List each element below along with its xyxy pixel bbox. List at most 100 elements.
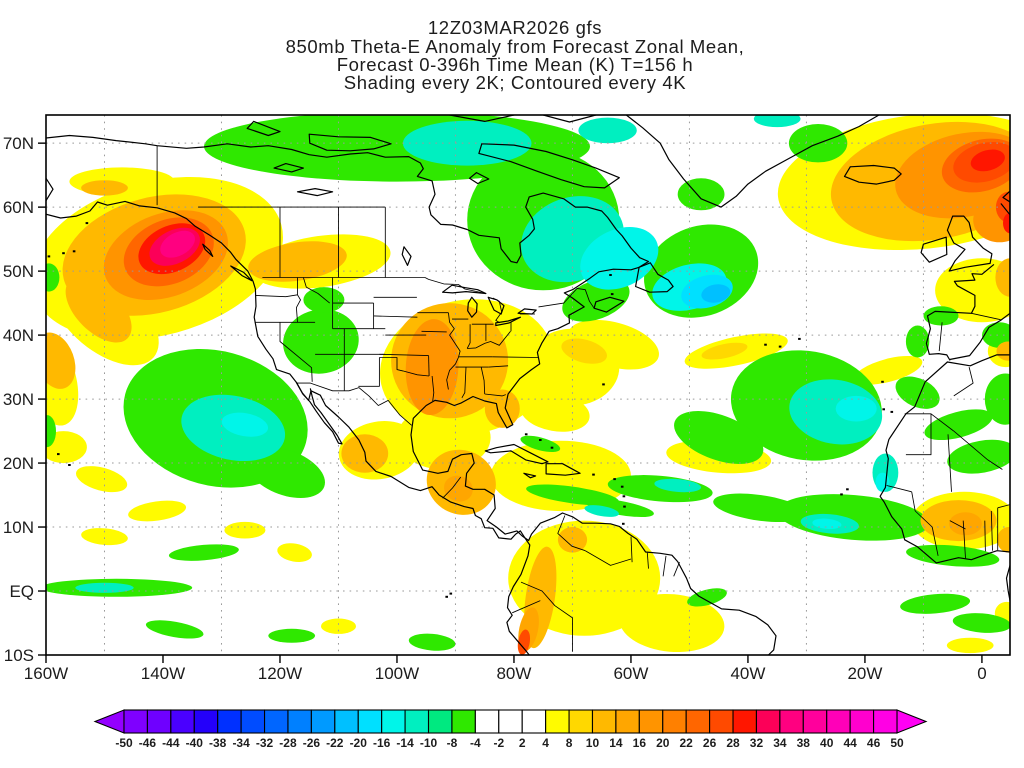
island-dot (62, 252, 65, 255)
anomaly-region (402, 120, 532, 166)
coastline-path (1000, 203, 1010, 216)
anomaly-region (224, 521, 266, 539)
lat-tick-label: 20N (3, 454, 34, 473)
anomaly-region (578, 117, 637, 144)
colorbar-label: -2 (493, 736, 504, 750)
colorbar: -50 -46 -44 -40 -38 -34 -32 -28 -26 -22 -20 -16 -14-… (93, 709, 928, 750)
island-dot (85, 222, 89, 225)
island-dot (846, 488, 849, 491)
lat-tick-label: 70N (3, 134, 34, 153)
colorbar-label: 46 (867, 736, 881, 750)
border-path (662, 555, 667, 577)
anomaly-region (949, 512, 982, 536)
anomaly-region (997, 527, 1010, 553)
coastline-path (401, 246, 412, 266)
island-dot (613, 478, 616, 481)
anomaly-region (168, 544, 239, 561)
anomaly-region (835, 395, 877, 422)
coastline-path (946, 215, 993, 272)
anomaly-region (321, 618, 356, 634)
colorbar-label: 50 (890, 736, 904, 750)
colorbar-left-arrow (93, 709, 125, 734)
anomaly-region (654, 478, 702, 493)
colorbar-label: -8 (447, 736, 458, 750)
colorbar-label: -50 (115, 736, 133, 750)
border-path (480, 367, 486, 395)
anomaly-region (405, 319, 459, 416)
colorbar-cell (146, 709, 172, 734)
colorbar-label: 2 (519, 736, 526, 750)
political-borders (156, 145, 1010, 652)
border-path (446, 312, 461, 390)
colorbar-cell (638, 709, 664, 734)
lon-tick-label: 140W (141, 664, 185, 683)
lon-tick-label: 100W (375, 664, 419, 683)
colorbar-label: 38 (797, 736, 811, 750)
anomaly-region (687, 588, 727, 607)
border-path (953, 430, 1003, 470)
colorbar-cell (568, 709, 594, 734)
border-path (512, 600, 541, 614)
colorbar-cell (826, 709, 851, 734)
island-dot (72, 250, 76, 253)
anomaly-region (221, 412, 269, 437)
border-path (492, 356, 539, 358)
anomaly-region (935, 258, 1010, 323)
border-path (424, 277, 486, 294)
border-path (520, 581, 573, 652)
colorbar-cell (685, 709, 711, 734)
anomaly-region (895, 376, 940, 409)
island-dot (610, 293, 614, 296)
border-path (962, 520, 966, 559)
colorbar-cell (381, 709, 406, 734)
border-path (379, 357, 430, 377)
coastline-path (46, 134, 777, 655)
anomaly-region (46, 263, 60, 292)
colorbar-cell (709, 709, 734, 734)
coastline-path (484, 443, 549, 465)
colorbar-cell (310, 709, 336, 734)
anomaly-region (81, 528, 128, 546)
lon-tick-label: 80W (496, 664, 531, 683)
island-dot (602, 383, 605, 386)
coastline-path (467, 296, 478, 318)
anomaly-region (277, 543, 312, 562)
colorbar-label: 40 (820, 736, 834, 750)
island-dot (445, 595, 448, 598)
colorbar-cell (240, 709, 266, 734)
anomaly-region (484, 389, 520, 428)
island-dot (550, 446, 554, 449)
border-path (930, 413, 955, 432)
colorbar-cell (451, 709, 476, 734)
colorbar-label: -32 (256, 736, 274, 750)
border-path (379, 353, 429, 357)
border-path (585, 550, 632, 566)
anomaly-region (75, 582, 134, 593)
anomaly-region (996, 341, 1010, 361)
coastline-path (625, 115, 880, 208)
lat-tick-label: 10S (4, 646, 34, 665)
coastline-path (946, 354, 1010, 367)
island-dot (623, 505, 626, 508)
colorbar-cell (662, 709, 687, 734)
coastline-path (442, 284, 487, 295)
colorbar-label: -20 (350, 736, 368, 750)
border-path (997, 504, 1010, 509)
colorbar-cell (217, 709, 242, 734)
border-path (302, 277, 330, 304)
island-dot (622, 522, 625, 525)
border-path (911, 491, 916, 512)
border-path (431, 375, 435, 402)
colorbar-label: -26 (303, 736, 321, 750)
border-path (938, 322, 943, 352)
colorbar-label: -28 (279, 736, 297, 750)
coastline-path (949, 312, 1010, 360)
colorbar-label: -44 (162, 736, 180, 750)
anomaly-region (46, 332, 76, 389)
map-frame (45, 114, 1011, 656)
colorbar-label: 44 (843, 736, 857, 750)
coastline-path (202, 243, 214, 257)
lon-tick-label: 60W (613, 664, 648, 683)
anomaly-region (283, 309, 359, 374)
anomaly-region (812, 518, 842, 530)
